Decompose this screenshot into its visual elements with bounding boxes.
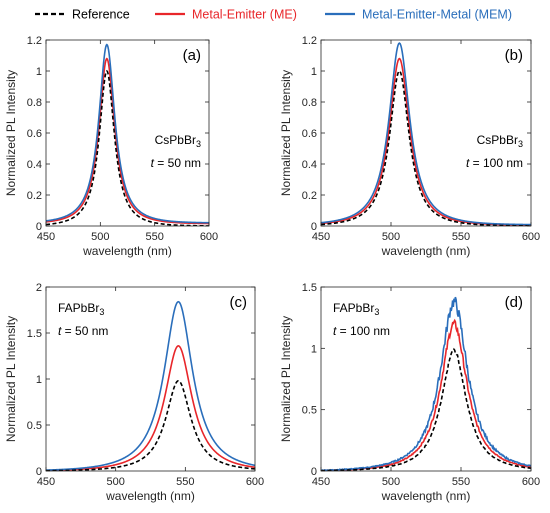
x-tick-label: 600 xyxy=(522,476,540,488)
y-tick-label: 0 xyxy=(311,221,317,233)
x-tick-label: 500 xyxy=(382,476,400,488)
y-tick-label: 0.8 xyxy=(27,97,42,109)
x-tick-label: 450 xyxy=(37,476,55,488)
panel-label: (d) xyxy=(505,294,523,311)
series-line-0 xyxy=(321,69,531,226)
x-tick-label: 500 xyxy=(382,231,400,243)
y-tick-label: 1 xyxy=(311,66,317,78)
thickness-label: t = 50 nm xyxy=(151,156,201,170)
y-tick-label: 1 xyxy=(36,66,42,78)
thickness-label: t = 50 nm xyxy=(58,324,108,338)
y-tick-label: 0.6 xyxy=(302,128,317,140)
x-tick-label: 450 xyxy=(312,231,330,243)
plot-area xyxy=(321,42,531,226)
plot-area xyxy=(46,43,209,226)
y-axis-label: Normalized PL Intensity xyxy=(279,316,293,442)
y-axis-label: Normalized PL Intensity xyxy=(279,70,293,196)
panel-label: (c) xyxy=(230,294,248,311)
x-tick-label: 500 xyxy=(91,231,109,243)
panel-label: (b) xyxy=(505,47,523,64)
x-axis-label: wavelength (nm) xyxy=(105,489,195,503)
y-tick-label: 0.8 xyxy=(302,97,317,109)
y-tick-label: 0.4 xyxy=(302,159,317,171)
x-tick-label: 600 xyxy=(522,231,540,243)
y-tick-label: 0.6 xyxy=(27,128,42,140)
y-tick-label: 0.2 xyxy=(27,190,42,202)
x-tick-label: 550 xyxy=(452,231,470,243)
x-axis-label: wavelength (nm) xyxy=(381,489,471,503)
material-label: FAPbBr3 xyxy=(58,301,104,317)
series-line-0 xyxy=(321,347,531,471)
x-tick-label: 550 xyxy=(452,476,470,488)
y-tick-label: 0.5 xyxy=(27,420,42,432)
series-line-2 xyxy=(321,42,531,226)
legend-label-0: Reference xyxy=(72,8,130,22)
panel-label: (a) xyxy=(183,47,201,64)
y-tick-label: 0.2 xyxy=(302,190,317,202)
legend: Reference Metal-Emitter (ME) Metal-Emitter… xyxy=(35,8,512,22)
x-tick-label: 600 xyxy=(200,231,218,243)
y-tick-label: 0.4 xyxy=(27,159,42,171)
y-tick-label: 1 xyxy=(36,374,42,386)
series-line-1 xyxy=(46,57,209,225)
y-tick-label: 0 xyxy=(311,466,317,478)
y-tick-label: 1 xyxy=(311,343,317,355)
legend-label-1: Metal-Emitter (ME) xyxy=(192,8,297,22)
y-tick-label: 0 xyxy=(36,221,42,233)
series-line-0 xyxy=(46,69,209,226)
x-tick-label: 550 xyxy=(176,476,194,488)
legend-label-2: Metal-Emitter-Metal (MEM) xyxy=(362,8,512,22)
plot-area xyxy=(321,296,531,471)
series-line-2 xyxy=(46,300,255,471)
plot-area xyxy=(46,300,255,471)
x-tick-label: 450 xyxy=(37,231,55,243)
y-tick-label: 1.2 xyxy=(27,35,42,47)
axes-box xyxy=(320,286,532,472)
material-label: CsPbBr3 xyxy=(477,133,523,149)
x-tick-label: 500 xyxy=(106,476,124,488)
material-label: CsPbBr3 xyxy=(155,133,201,149)
y-tick-label: 1.5 xyxy=(27,328,42,340)
y-tick-label: 0 xyxy=(36,466,42,478)
y-axis-label: Normalized PL Intensity xyxy=(4,316,18,442)
x-axis-label: wavelength (nm) xyxy=(381,244,471,258)
y-axis-label: Normalized PL Intensity xyxy=(4,70,18,196)
x-tick-label: 600 xyxy=(246,476,264,488)
y-tick-label: 1.2 xyxy=(302,35,317,47)
thickness-label: t = 100 nm xyxy=(466,156,523,170)
panel-0: 450 500 550 600 0 0.2 0.4 0.6 0.8 1 1.2 wavelength … xyxy=(4,35,218,258)
x-tick-label: 450 xyxy=(312,476,330,488)
y-tick-label: 2 xyxy=(36,282,42,294)
y-tick-label: 0.5 xyxy=(302,405,317,417)
material-label: FAPbBr3 xyxy=(333,301,379,317)
x-axis-label: wavelength (nm) xyxy=(82,244,172,258)
series-line-1 xyxy=(321,318,531,471)
series-line-1 xyxy=(46,345,255,471)
series-line-2 xyxy=(321,296,531,471)
x-tick-label: 550 xyxy=(145,231,163,243)
series-line-2 xyxy=(46,43,209,224)
y-tick-label: 1.5 xyxy=(302,282,317,294)
panel-1: 450 500 550 600 0 0.2 0.4 0.6 0.8 1 1.2 wavelength … xyxy=(279,35,540,258)
panel-3: 450 500 550 600 0 0.5 1 1.5 wavelength (nm) Norma… xyxy=(279,282,540,503)
panel-2: 450 500 550 600 0 0.5 1 1.5 2 wavelength (nm) Norm… xyxy=(4,282,264,503)
thickness-label: t = 100 nm xyxy=(333,324,390,338)
series-line-0 xyxy=(46,380,255,471)
